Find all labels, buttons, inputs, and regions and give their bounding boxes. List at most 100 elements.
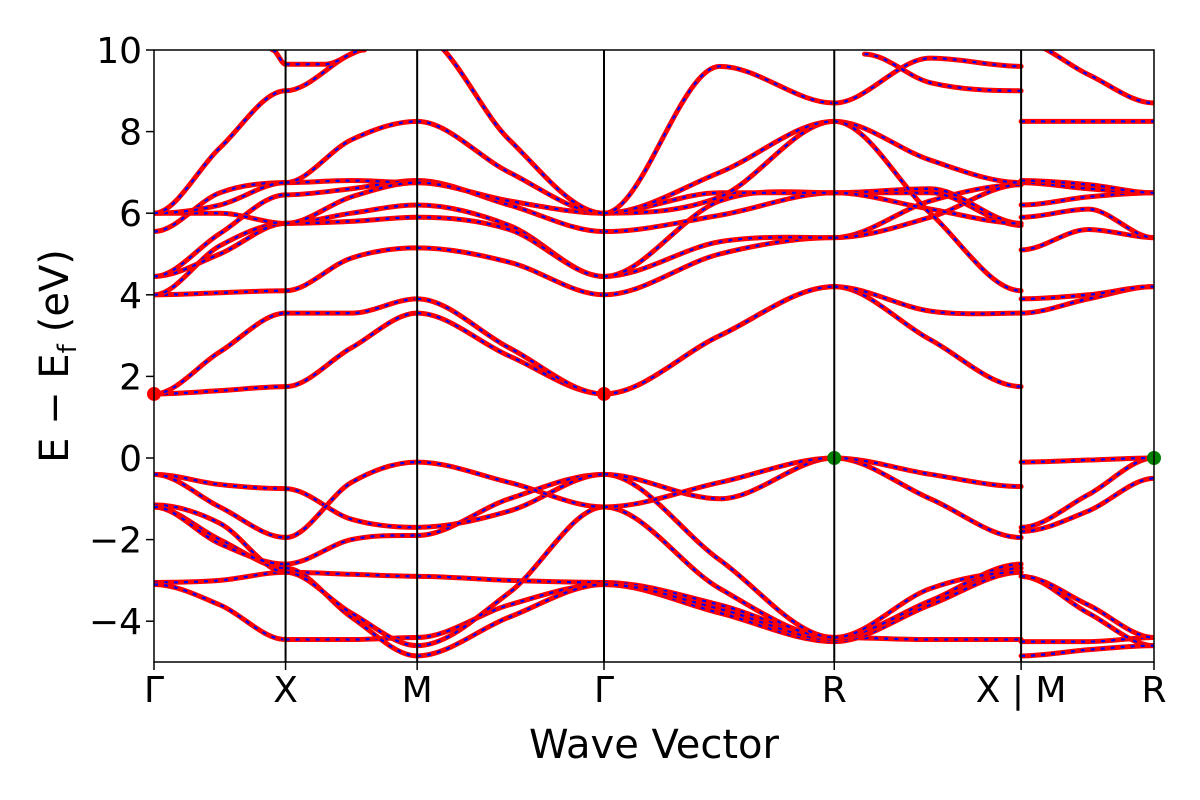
band-6-segment-1-dash bbox=[154, 473, 286, 490]
band-2-segment-1-dash bbox=[154, 583, 286, 641]
band-14-segment-1-dash bbox=[154, 181, 286, 233]
band-17-segment-4-dash bbox=[603, 65, 835, 215]
band-4 bbox=[154, 502, 1154, 649]
band-7-segment-6-dash bbox=[1021, 456, 1154, 464]
band-17-segment-1-dash bbox=[154, 89, 286, 215]
extrema-markers bbox=[147, 386, 1161, 465]
y-tick-label: 0 bbox=[119, 439, 142, 480]
band-3-segment-3-dash bbox=[417, 583, 605, 657]
band-9-segment-3-dash bbox=[417, 297, 605, 396]
band-4-segment-2-dash bbox=[285, 571, 418, 647]
band-12 bbox=[154, 189, 1154, 279]
band-6-segment-4 bbox=[601, 455, 837, 502]
band-8-segment-2 bbox=[283, 310, 420, 390]
y-axis-ticks: −4 −2 0 2 4 6 8 10 bbox=[89, 31, 154, 643]
band-4-segment-3-dash bbox=[417, 505, 605, 647]
x-axis-label: Wave Vector bbox=[529, 722, 780, 768]
band-1-segment-1-dash bbox=[154, 571, 286, 584]
x-tick-label: Γ bbox=[594, 670, 614, 711]
band-9-segment-2-dash bbox=[285, 297, 418, 315]
band-12-segment-4-dash bbox=[603, 190, 835, 278]
y-tick-label: 8 bbox=[119, 113, 142, 154]
band-14-segment-5-dash bbox=[834, 191, 1022, 225]
band-16-segment-2-dash bbox=[285, 120, 418, 184]
band-8-segment-5-dash bbox=[834, 285, 1022, 388]
band-7-segment-2-dash bbox=[285, 460, 418, 539]
band-1 bbox=[154, 569, 1154, 645]
band-13-segment-1-dash bbox=[154, 193, 286, 278]
high-symmetry-lines bbox=[284, 50, 1023, 662]
band-8-segment-2-dash bbox=[285, 312, 418, 388]
band-12-segment-3-dash bbox=[417, 216, 605, 278]
band-4-segment-4-dash bbox=[603, 505, 835, 639]
band-2-segment-6-dash bbox=[1021, 575, 1154, 647]
band-9-segment-4 bbox=[601, 284, 837, 397]
band-15-segment-6 bbox=[1018, 178, 1154, 196]
x-tick-label: R bbox=[822, 670, 847, 711]
band-8-segment-3 bbox=[414, 310, 607, 397]
band-17-segment-5 bbox=[831, 55, 1024, 106]
band-9-segment-1 bbox=[154, 310, 289, 397]
band-18-segment-2-dash bbox=[864, 52, 1022, 92]
band-16-segment-2 bbox=[283, 118, 420, 186]
band-9-segment-4-dash bbox=[603, 285, 835, 396]
band-10-segment-1-dash bbox=[154, 289, 286, 296]
band-7-segment-4-dash bbox=[603, 456, 835, 509]
band-4-segment-4 bbox=[601, 504, 837, 641]
band-4-segment-5-dash bbox=[834, 562, 1022, 639]
band-8-segment-4 bbox=[601, 284, 837, 397]
band-10-segment-2-dash bbox=[285, 246, 418, 292]
band-2 bbox=[154, 569, 1154, 649]
band-1-segment-3-dash bbox=[417, 575, 605, 584]
band-6-segment-2-dash bbox=[285, 487, 418, 529]
band-3-segment-6-dash bbox=[1021, 644, 1154, 657]
band-5-segment-5-dash bbox=[834, 571, 1022, 639]
band-3-segment-3 bbox=[414, 581, 607, 659]
band-11-segment-4 bbox=[601, 234, 837, 279]
band-8-segment-1-dash bbox=[154, 385, 286, 396]
band-2-segment-5-dash bbox=[834, 571, 1022, 643]
x-tick-label: X bbox=[273, 670, 298, 711]
band-15-segment-4-dash bbox=[603, 120, 835, 215]
y-tick-label: 6 bbox=[119, 194, 142, 235]
band-5-segment-4 bbox=[601, 471, 837, 641]
band-9-segment-1-dash bbox=[154, 312, 286, 396]
band-7-segment-5 bbox=[831, 455, 1024, 490]
y-tick-label: 10 bbox=[96, 31, 142, 72]
band-5-segment-2-dash bbox=[285, 534, 418, 566]
band-8-segment-5 bbox=[831, 284, 1024, 390]
band-11-segment-4-dash bbox=[603, 236, 835, 278]
x-tick-label: R bbox=[1141, 670, 1166, 711]
band-2-segment-2-dash bbox=[285, 636, 418, 641]
band-18-segment-1-dash bbox=[272, 50, 365, 66]
band-11-segment-2-dash bbox=[285, 203, 418, 225]
band-15-segment-5-dash bbox=[834, 120, 1022, 184]
y-axis-label-main: E − E bbox=[32, 353, 78, 463]
band-16-segment-1 bbox=[154, 180, 289, 216]
band-13-segment-5-dash bbox=[834, 187, 1022, 225]
band-16-segment-3-dash bbox=[417, 120, 605, 215]
band-4-segment-6 bbox=[1018, 573, 1154, 641]
y-tick-label: 2 bbox=[119, 357, 142, 398]
band-18 bbox=[269, 50, 1024, 94]
band-16-segment-5 bbox=[831, 118, 1024, 294]
band-9-segment-5 bbox=[831, 284, 1024, 317]
band-15-segment-5 bbox=[831, 118, 1024, 186]
band-13-segment-4 bbox=[601, 190, 837, 235]
band-10 bbox=[154, 182, 1154, 302]
band-15-segment-4 bbox=[601, 118, 837, 216]
band-9-segment-3 bbox=[414, 296, 607, 397]
band-16 bbox=[154, 118, 1154, 294]
band-1-segment-2-dash bbox=[285, 571, 418, 578]
bands-layer bbox=[154, 50, 1154, 659]
band-17-segment-2-dash bbox=[285, 50, 364, 92]
x-tick-label: M bbox=[402, 670, 433, 711]
y-axis-label-subscript: f bbox=[53, 343, 83, 353]
band-6-segment-6-dash bbox=[1021, 477, 1154, 533]
band-4-segment-6-dash bbox=[1021, 575, 1154, 639]
x-axis-ticks: Γ X M Γ R X | M R bbox=[144, 662, 1167, 711]
band-5 bbox=[154, 455, 1154, 641]
band-8-segment-3-dash bbox=[417, 312, 605, 396]
x-tick-label: Γ bbox=[144, 670, 164, 711]
band-16-segment-4-dash bbox=[603, 120, 835, 215]
